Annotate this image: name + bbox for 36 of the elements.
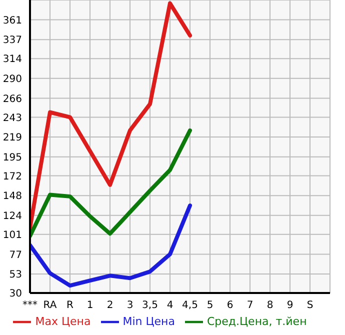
y-tick-label: 290 (2, 74, 22, 85)
y-tick-label: 337 (2, 35, 22, 46)
y-tick-label: 266 (2, 94, 22, 105)
x-tick-label: R (66, 300, 74, 312)
legend-label: Max Цена (35, 315, 91, 328)
x-tick-label: 3,5 (142, 300, 158, 312)
y-tick-label: 30 (9, 288, 22, 300)
x-tick-label: 2 (106, 300, 114, 312)
y-tick-label: 77 (9, 250, 22, 261)
line-series (30, 128, 192, 238)
x-tick-label: 9 (286, 300, 294, 312)
y-tick-label: 124 (2, 210, 22, 222)
y-tick-label: 172 (2, 171, 22, 182)
y-tick-label: 314 (2, 54, 22, 66)
y-tick-label: 219 (2, 132, 22, 144)
x-tick-label: 7 (246, 300, 254, 312)
y-tick-label: 53 (9, 270, 22, 281)
x-tick-label: 5 (206, 300, 214, 312)
x-tick-label: *** (22, 300, 38, 312)
y-tick-label: 195 (2, 152, 22, 164)
x-tick-label: 6 (226, 300, 234, 312)
y-tick-label: 101 (2, 230, 22, 241)
y-tick-label: 361 (2, 15, 22, 26)
legend-label: Сред.Цена, т.йен (206, 315, 307, 328)
x-tick-label: 8 (266, 300, 274, 312)
x-tick-label: RA (43, 300, 57, 312)
legend-label: Min Цена (122, 315, 175, 328)
x-tick-label: S (306, 300, 314, 312)
x-tick-label: 1 (86, 300, 94, 312)
x-tick-label: 4 (166, 300, 174, 312)
line-series (30, 204, 192, 288)
line-series (30, 1, 192, 230)
y-tick-label: 243 (2, 112, 22, 124)
x-tick-label: 3 (126, 300, 134, 312)
x-tick-label: 4,5 (182, 300, 198, 312)
y-tick-label: 148 (2, 191, 22, 202)
